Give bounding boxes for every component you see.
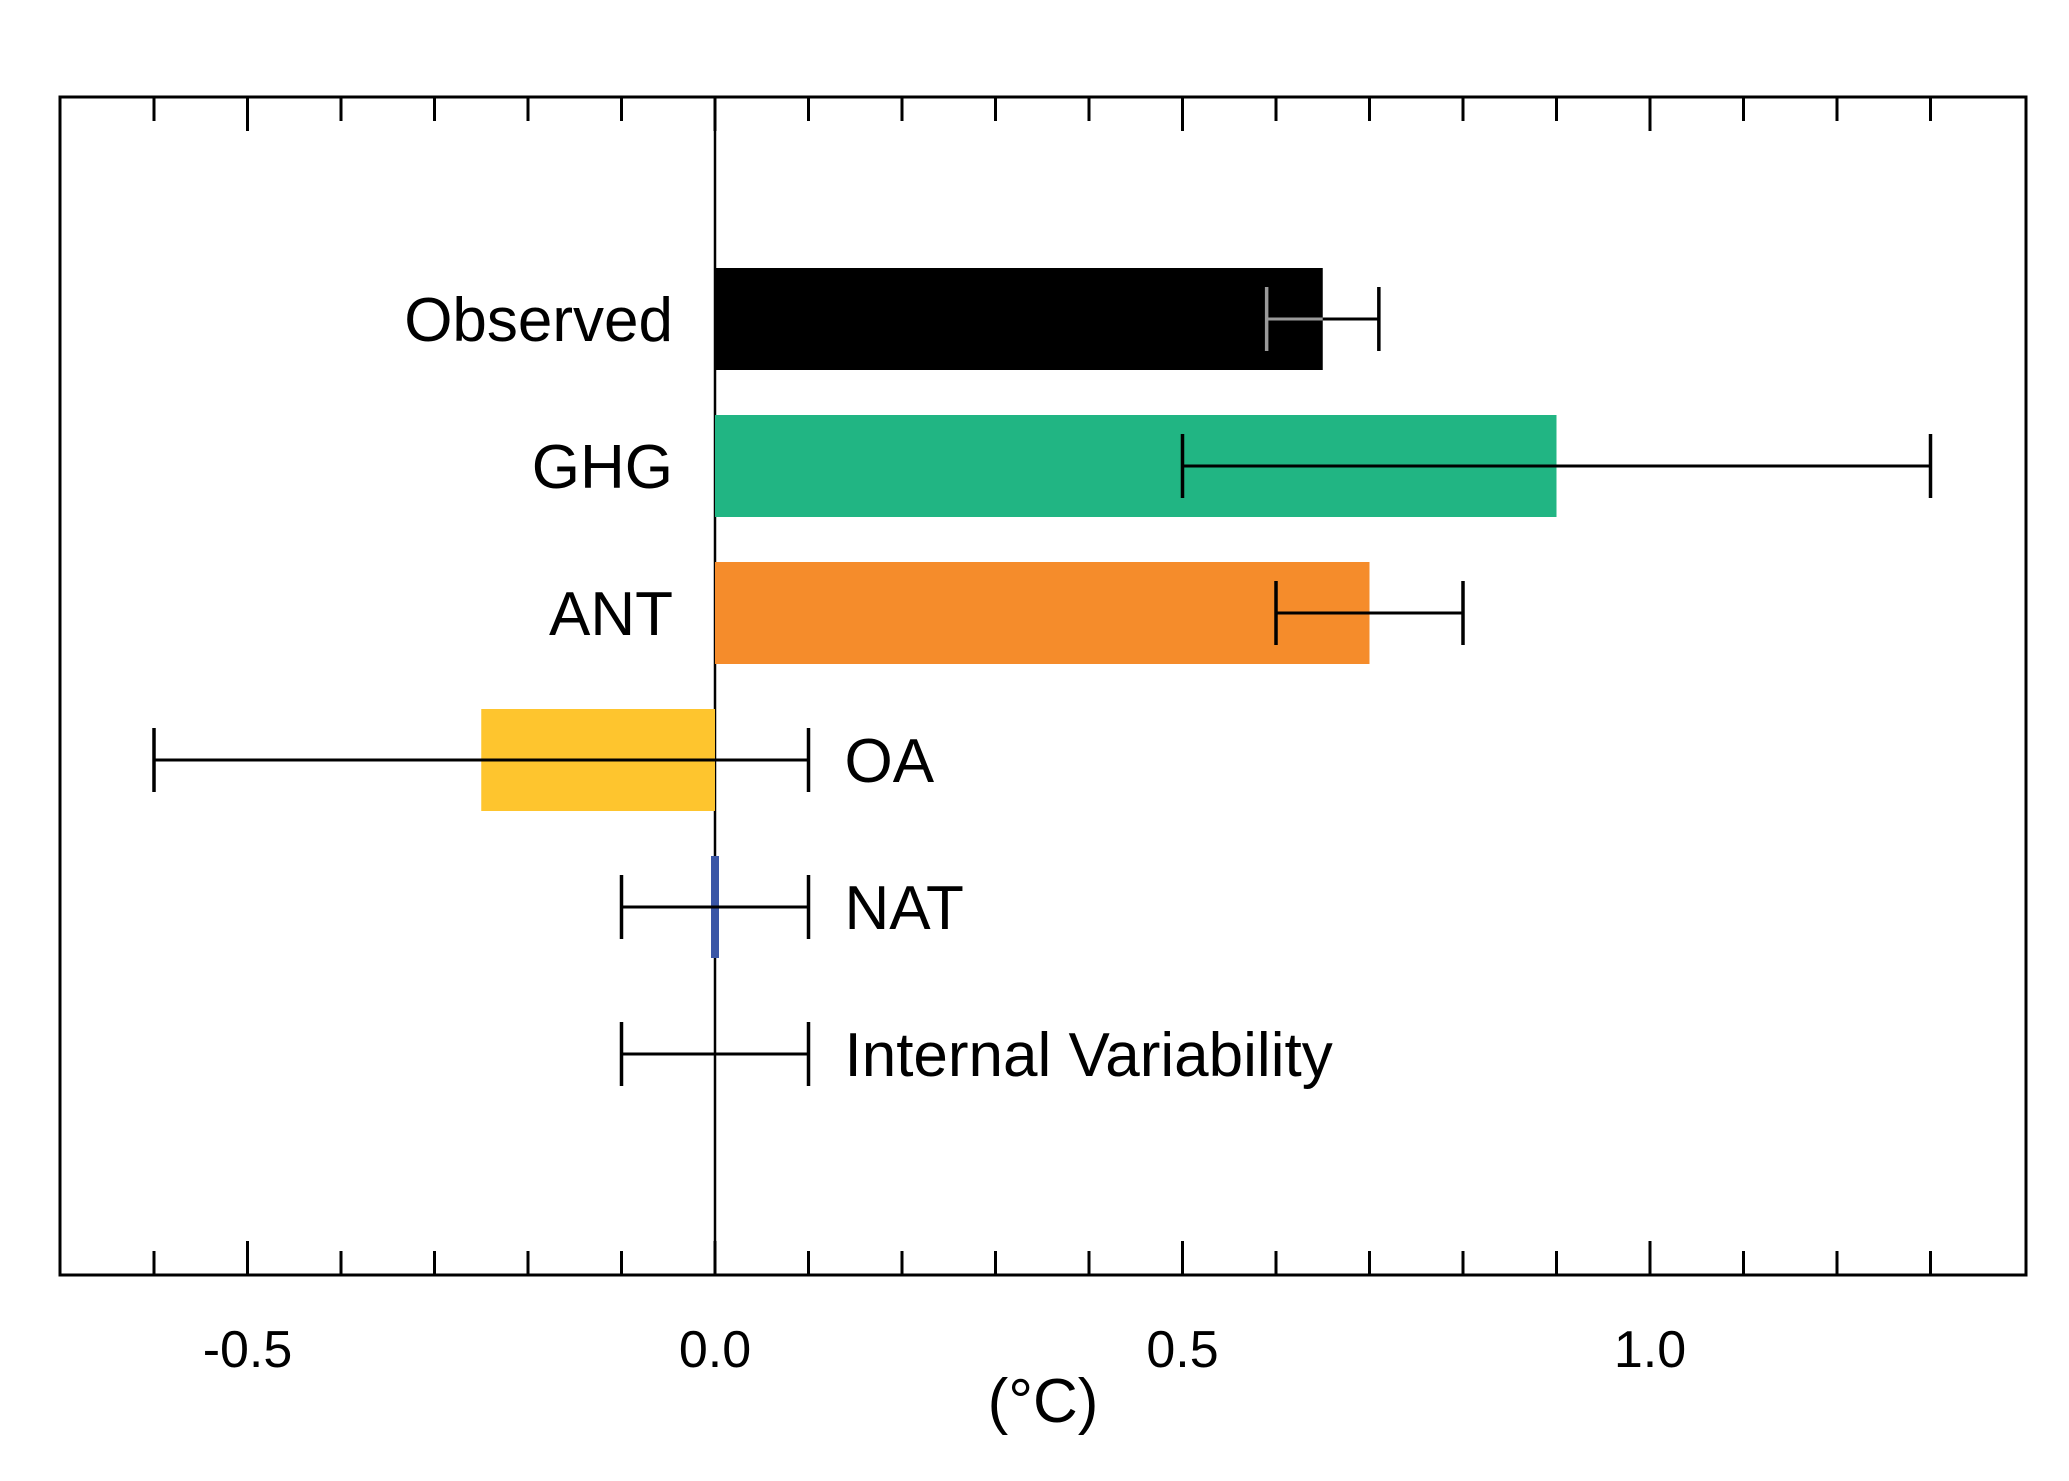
plot-frame (58, 95, 2028, 1277)
category-label: NAT (845, 874, 964, 943)
x-tick-label: 0.5 (1146, 1321, 1218, 1379)
category-label: Internal Variability (845, 1021, 1333, 1090)
category-label: OA (845, 727, 935, 796)
x-tick-label: 0.0 (679, 1321, 751, 1379)
bar (715, 268, 1323, 370)
bar (715, 562, 1370, 664)
x-tick-label: -0.5 (203, 1321, 293, 1379)
category-label: Observed (404, 286, 673, 355)
x-tick-label: 1.0 (1614, 1321, 1686, 1379)
x-tick-labels: -0.5 0.0 0.5 1.0 (203, 1321, 1686, 1379)
x-axis-unit-label: (°C) (988, 1367, 1099, 1436)
category-label: ANT (549, 580, 673, 649)
category-label: GHG (532, 433, 673, 502)
category-labels: Observed GHG ANT OA NAT Internal Variability (404, 286, 1333, 1090)
error-bars (152, 287, 1933, 1086)
bars (481, 268, 1557, 958)
